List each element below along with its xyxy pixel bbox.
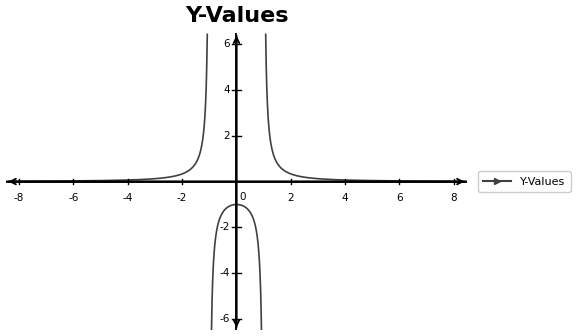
Text: -6: -6 bbox=[69, 193, 79, 203]
Text: -6: -6 bbox=[219, 314, 230, 324]
Text: 8: 8 bbox=[450, 193, 457, 203]
Text: 4: 4 bbox=[342, 193, 348, 203]
Legend: Y-Values: Y-Values bbox=[478, 171, 571, 192]
Text: 2: 2 bbox=[223, 131, 230, 141]
Text: -4: -4 bbox=[219, 268, 230, 278]
Text: -2: -2 bbox=[177, 193, 187, 203]
Text: 6: 6 bbox=[396, 193, 403, 203]
Text: -4: -4 bbox=[123, 193, 133, 203]
Text: -2: -2 bbox=[219, 222, 230, 233]
Text: -8: -8 bbox=[14, 193, 24, 203]
Text: 0: 0 bbox=[240, 192, 246, 202]
Text: 4: 4 bbox=[223, 85, 230, 95]
Text: 2: 2 bbox=[287, 193, 294, 203]
Title: Y-Values: Y-Values bbox=[185, 6, 288, 26]
Text: 6: 6 bbox=[223, 39, 230, 49]
